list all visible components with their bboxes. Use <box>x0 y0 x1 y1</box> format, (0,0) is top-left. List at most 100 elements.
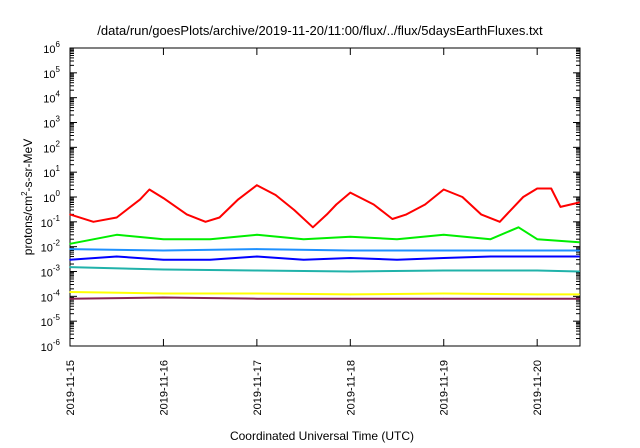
series-5-point <box>256 269 258 272</box>
series-2-point <box>302 238 305 240</box>
series-1-point <box>139 198 141 201</box>
series-7-point <box>442 297 445 300</box>
series-3-point <box>536 249 538 252</box>
series-7-point <box>349 297 352 300</box>
series-2-point <box>69 243 71 245</box>
x-tick-label: 2019-11-17 <box>252 360 264 415</box>
x-tick-label: 2019-11-15 <box>65 360 77 415</box>
series-5-point <box>536 269 538 272</box>
y-tick-label: 105 <box>43 65 60 81</box>
y-tick-label-base: 10 <box>41 292 53 304</box>
y-tick-label: 10-4 <box>41 288 61 304</box>
series-1-point <box>326 213 328 216</box>
series-5-point <box>442 269 445 272</box>
y-tick-label: 10-2 <box>41 239 61 255</box>
series-7-point <box>69 297 71 300</box>
series-1-point <box>405 213 408 216</box>
series-1-point <box>218 216 221 219</box>
y-tick-label-exp: 0 <box>56 189 61 198</box>
series-5-point <box>349 270 352 273</box>
series-3-point <box>69 248 71 250</box>
series-1-point <box>480 213 482 216</box>
y-tick-label-exp: -2 <box>53 239 61 248</box>
series-3-point <box>256 248 258 250</box>
series-6-point <box>536 293 538 296</box>
series-4-point <box>69 258 71 261</box>
x-tick-label: 2019-11-18 <box>345 360 357 415</box>
series-1-point <box>115 216 118 219</box>
y-tick-label-exp: 6 <box>56 40 61 49</box>
series-1-point <box>391 218 394 220</box>
series-1-point <box>349 191 352 194</box>
series-line-3 <box>69 248 580 252</box>
series-2-point <box>396 238 398 240</box>
y-tick-label-exp: -4 <box>53 288 61 297</box>
series-5-point <box>162 268 165 271</box>
series-3-point <box>162 249 165 252</box>
series-1-point <box>559 206 562 208</box>
series-5-point <box>69 266 71 268</box>
series-1-point <box>293 209 296 211</box>
series-1-point <box>162 197 165 199</box>
series-2-point <box>536 238 538 240</box>
series-1-point <box>312 226 314 229</box>
series-6-point <box>442 292 445 295</box>
series-4-point <box>578 255 580 258</box>
y-tick-label-exp: -6 <box>53 338 61 347</box>
y-axis-label-sup: 2 <box>20 191 29 196</box>
series-1-point <box>69 213 71 216</box>
y-axis-label-rest: -s-sr-MeV <box>21 139 35 192</box>
chart-title: /data/run/goesPlots/archive/2019-11-20/1… <box>97 23 543 38</box>
x-tick-label: 2019-11-19 <box>439 360 451 415</box>
series-line-7 <box>69 296 580 300</box>
series-1-point <box>335 203 338 206</box>
x-tick-label: 2019-11-16 <box>158 360 170 415</box>
series-4-point <box>162 258 165 261</box>
series-1-point <box>442 188 445 191</box>
y-tick-label-exp: 3 <box>56 115 61 124</box>
series-lines <box>69 184 580 300</box>
y-tick-label-exp: -1 <box>53 214 61 223</box>
series-1-point <box>461 196 464 198</box>
series-4-point <box>302 258 305 261</box>
series-2-point <box>162 238 165 240</box>
series-3-point <box>578 249 580 252</box>
series-2-point <box>209 238 211 240</box>
series-4-point <box>536 255 538 258</box>
x-axis-label: Coordinated Universal Time (UTC) <box>230 429 414 443</box>
series-1-point <box>148 188 151 191</box>
series-2-point <box>442 234 445 236</box>
series-4-point <box>489 255 492 258</box>
series-7-point <box>578 297 580 300</box>
series-6-point <box>578 293 580 296</box>
y-tick-label-base: 10 <box>41 268 53 280</box>
series-line-6 <box>69 291 580 296</box>
y-tick-label-base: 10 <box>43 143 55 155</box>
series-2-point <box>256 234 258 236</box>
y-tick-label-base: 10 <box>41 243 53 255</box>
y-tick-label: 10-3 <box>41 264 61 280</box>
y-axis-label: protons/cm2-s-sr-MeV <box>20 139 35 255</box>
series-1-point <box>513 206 515 208</box>
series-7-point <box>256 297 258 300</box>
y-tick-label-base: 10 <box>41 317 53 329</box>
y-tick-label: 10-6 <box>41 338 61 354</box>
series-1-point <box>237 198 239 201</box>
series-2-point <box>489 238 492 240</box>
series-4-point <box>349 257 352 259</box>
series-7-point <box>162 296 165 299</box>
series-1-point <box>550 187 552 190</box>
y-tick-label-exp: 4 <box>56 90 61 99</box>
series-4-point <box>209 258 211 261</box>
y-tick-label-exp: -5 <box>53 313 61 322</box>
series-3-point <box>442 249 445 252</box>
series-line-4 <box>69 255 580 261</box>
series-1-point <box>522 196 524 198</box>
series-4-point <box>442 257 445 259</box>
y-tick-label-exp: 5 <box>56 65 61 74</box>
series-4-point <box>115 255 118 258</box>
series-1-point <box>372 203 375 206</box>
y-tick-label: 100 <box>43 189 60 205</box>
y-tick-label-base: 10 <box>41 342 53 354</box>
